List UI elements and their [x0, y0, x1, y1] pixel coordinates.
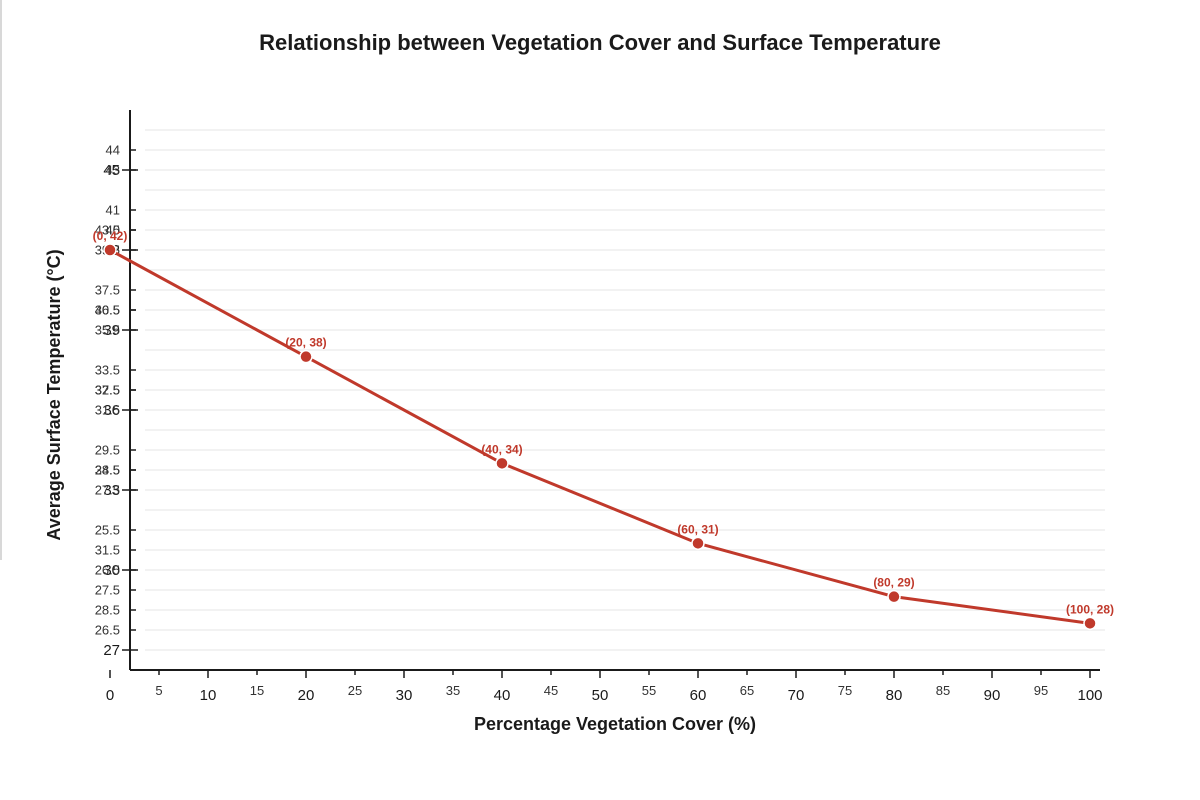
y-minor-tick-label: 31.5	[95, 403, 120, 418]
x-minor-tick-label: 35	[446, 683, 460, 698]
y-minor-tick-label: 28.5	[95, 463, 120, 478]
data-point	[299, 349, 313, 364]
y-minor-tick-label: 43.5	[95, 223, 120, 238]
data-label: (60, 31)	[677, 522, 718, 536]
data-label: (100, 28)	[1066, 602, 1114, 616]
data-point	[691, 536, 705, 551]
series-line	[109, 248, 1091, 625]
y-tick-label: 45	[103, 162, 120, 179]
y-tick-label: 27	[103, 642, 120, 659]
y-minor-tick-label: 26.5	[95, 563, 120, 578]
axes	[109, 110, 1100, 678]
x-tick-label: 90	[984, 687, 1001, 704]
x-tick-label: 70	[788, 687, 805, 704]
y-minor-tick-label: 27.5	[95, 583, 120, 598]
y-minor-tick-label: 33.5	[95, 363, 120, 378]
x-tick-label: 20	[298, 687, 315, 704]
y-tick-label: 30	[103, 562, 120, 579]
y-minor-tick-label: 37.5	[95, 283, 120, 298]
x-axis-title: Percentage Vegetation Cover (%)	[474, 714, 756, 734]
chart-title: Relationship between Vegetation Cover an…	[259, 30, 941, 55]
data-point	[103, 243, 117, 257]
data-point	[887, 589, 901, 604]
y-minor-tick-label: 29.5	[95, 443, 120, 458]
x-minor-tick-label: 65	[740, 683, 754, 698]
data-label: (20, 38)	[285, 336, 326, 350]
y-minor-tick-label: 26.5	[95, 623, 120, 638]
y-tick-label: 39	[103, 322, 120, 339]
x-minor-tick-label: 55	[642, 683, 656, 698]
x-tick-label: 30	[396, 687, 413, 704]
x-tick-label: 80	[886, 687, 903, 704]
data-series: (0, 42) (20, 38) (40, 34) (60, 31) (80, 29) (…	[93, 229, 1114, 631]
x-tick-label: 0	[106, 687, 114, 704]
data-label: (80, 29)	[873, 576, 914, 590]
y-minor-tick-label: 37.5	[95, 383, 120, 398]
y-tick-label: 36	[103, 402, 120, 419]
grid-lines	[145, 129, 1105, 651]
y-minor-tick-label: 34.5	[95, 463, 120, 478]
x-tick-label: 100	[1077, 687, 1102, 704]
y-minor-tick-label: 36.5	[95, 303, 120, 318]
data-label: (40, 34)	[481, 442, 522, 456]
x-tick-label: 50	[592, 687, 609, 704]
x-tick-label: 40	[494, 687, 511, 704]
y-minor-tick-label: 25.5	[95, 523, 120, 538]
x-minor-tick-label: 85	[936, 683, 950, 698]
x-tick-label: 10	[200, 687, 217, 704]
y-minor-tick-label: 41	[106, 203, 120, 218]
data-label: (0, 42)	[93, 229, 128, 243]
y-minor-tick-label: 40	[106, 223, 120, 238]
y-axis-title: Average Surface Temperature (°C)	[44, 249, 64, 540]
data-point	[1083, 616, 1097, 631]
y-minor-tick-label: 27.5	[95, 483, 120, 498]
y-minor-tick-label: 44	[106, 143, 120, 158]
y-minor-tick-label: 35.5	[95, 323, 120, 338]
y-minor-tick-label: 31.5	[95, 543, 120, 558]
x-minor-tick-label: 15	[250, 683, 264, 698]
y-minor-tick-label: 32.5	[95, 383, 120, 398]
data-point	[495, 456, 509, 471]
x-minor-tick-label: 5	[155, 683, 162, 698]
tick-labels: 0 10 20 30 40 50 60 70 80 90 100 5 15 25 35 45 55 65 75 85 9…	[95, 143, 1103, 705]
x-minor-tick-label: 75	[838, 683, 852, 698]
y-tick-label: 33	[103, 482, 120, 499]
x-tick-label: 60	[690, 687, 707, 704]
y-minor-tick-label: 28.5	[95, 603, 120, 618]
y-minor-tick-label: 40.5	[95, 303, 120, 318]
x-minor-tick-label: 25	[348, 683, 362, 698]
y-minor-tick-label: 43	[106, 163, 120, 178]
page-left-border	[0, 0, 2, 560]
x-minor-tick-label: 45	[544, 683, 558, 698]
x-minor-tick-label: 95	[1034, 683, 1048, 698]
